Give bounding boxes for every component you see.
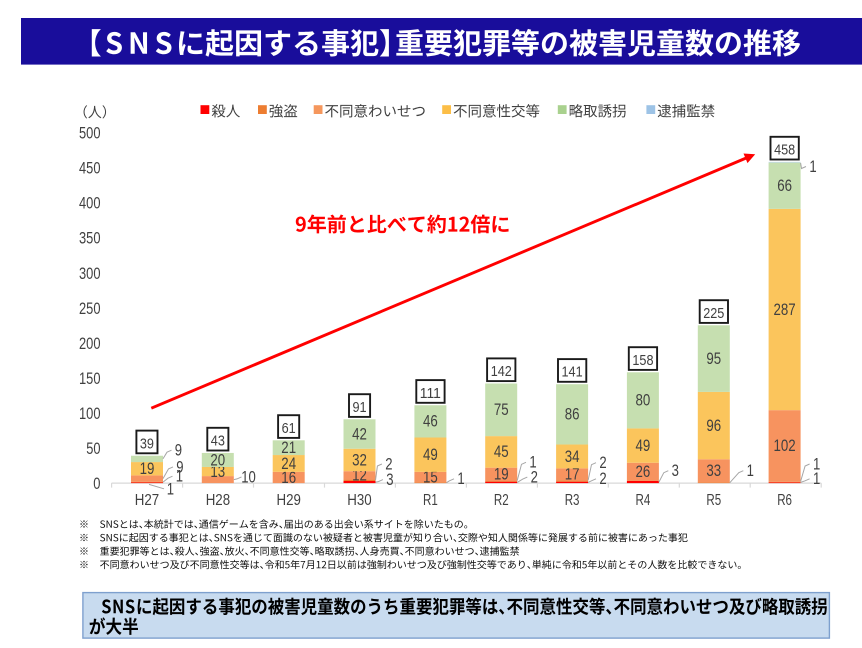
svg-text:9: 9 [175, 442, 182, 460]
svg-text:34: 34 [565, 447, 580, 466]
svg-text:32: 32 [352, 450, 367, 469]
svg-text:17: 17 [565, 465, 580, 484]
svg-text:61: 61 [282, 420, 296, 437]
svg-text:9: 9 [176, 458, 183, 476]
svg-text:458: 458 [774, 141, 795, 158]
svg-text:1: 1 [457, 470, 464, 488]
svg-text:49: 49 [423, 445, 438, 464]
svg-text:R2: R2 [494, 492, 509, 509]
svg-text:2: 2 [385, 455, 392, 473]
svg-text:R6: R6 [777, 492, 792, 509]
svg-text:102: 102 [774, 436, 796, 455]
svg-text:200: 200 [79, 334, 101, 353]
svg-text:86: 86 [565, 405, 580, 424]
svg-text:R4: R4 [636, 492, 651, 509]
svg-text:142: 142 [491, 363, 512, 380]
svg-text:16: 16 [281, 468, 296, 487]
svg-text:2: 2 [599, 454, 606, 472]
svg-text:141: 141 [562, 364, 583, 381]
svg-text:43: 43 [211, 433, 225, 450]
svg-text:450: 450 [79, 159, 101, 178]
svg-text:500: 500 [79, 124, 101, 143]
svg-text:287: 287 [774, 300, 796, 319]
svg-text:100: 100 [79, 404, 101, 423]
svg-text:225: 225 [703, 305, 724, 322]
svg-text:158: 158 [632, 352, 653, 369]
svg-text:H29: H29 [277, 492, 301, 509]
svg-text:H30: H30 [347, 492, 371, 509]
svg-text:96: 96 [706, 416, 721, 435]
svg-text:150: 150 [79, 369, 101, 388]
svg-text:2: 2 [599, 470, 606, 488]
svg-text:75: 75 [494, 400, 509, 419]
svg-text:H27: H27 [135, 492, 159, 509]
svg-text:24: 24 [281, 454, 296, 473]
svg-text:R5: R5 [706, 492, 721, 509]
svg-text:1: 1 [813, 455, 820, 473]
svg-text:1: 1 [813, 470, 820, 488]
svg-text:19: 19 [494, 465, 509, 484]
svg-text:1: 1 [809, 158, 816, 176]
svg-text:42: 42 [352, 424, 367, 443]
svg-text:H28: H28 [206, 492, 230, 509]
svg-text:250: 250 [79, 299, 101, 318]
svg-text:3: 3 [386, 471, 393, 489]
svg-text:66: 66 [777, 176, 792, 195]
svg-text:19: 19 [140, 459, 155, 478]
svg-text:1: 1 [529, 454, 536, 472]
svg-text:3: 3 [672, 462, 679, 480]
svg-text:45: 45 [494, 442, 509, 461]
svg-text:2: 2 [531, 469, 538, 487]
svg-text:400: 400 [79, 194, 101, 213]
svg-text:20: 20 [210, 450, 225, 469]
svg-text:50: 50 [86, 439, 100, 458]
svg-text:111: 111 [420, 385, 441, 402]
svg-text:0: 0 [93, 474, 100, 493]
svg-text:300: 300 [79, 264, 101, 283]
svg-text:R1: R1 [423, 492, 438, 509]
svg-text:33: 33 [706, 461, 721, 480]
svg-text:1: 1 [747, 462, 754, 480]
svg-text:95: 95 [706, 349, 721, 368]
svg-text:26: 26 [636, 462, 651, 481]
svg-text:49: 49 [636, 436, 651, 455]
svg-text:350: 350 [79, 229, 101, 248]
svg-text:21: 21 [281, 438, 296, 457]
svg-text:91: 91 [353, 399, 367, 416]
svg-text:46: 46 [423, 412, 438, 431]
svg-text:10: 10 [241, 468, 256, 486]
svg-text:R3: R3 [565, 492, 580, 509]
svg-text:1: 1 [167, 480, 174, 498]
svg-text:1: 1 [176, 468, 183, 486]
svg-text:39: 39 [140, 435, 154, 452]
svg-text:80: 80 [636, 391, 651, 410]
svg-text:15: 15 [423, 468, 438, 487]
